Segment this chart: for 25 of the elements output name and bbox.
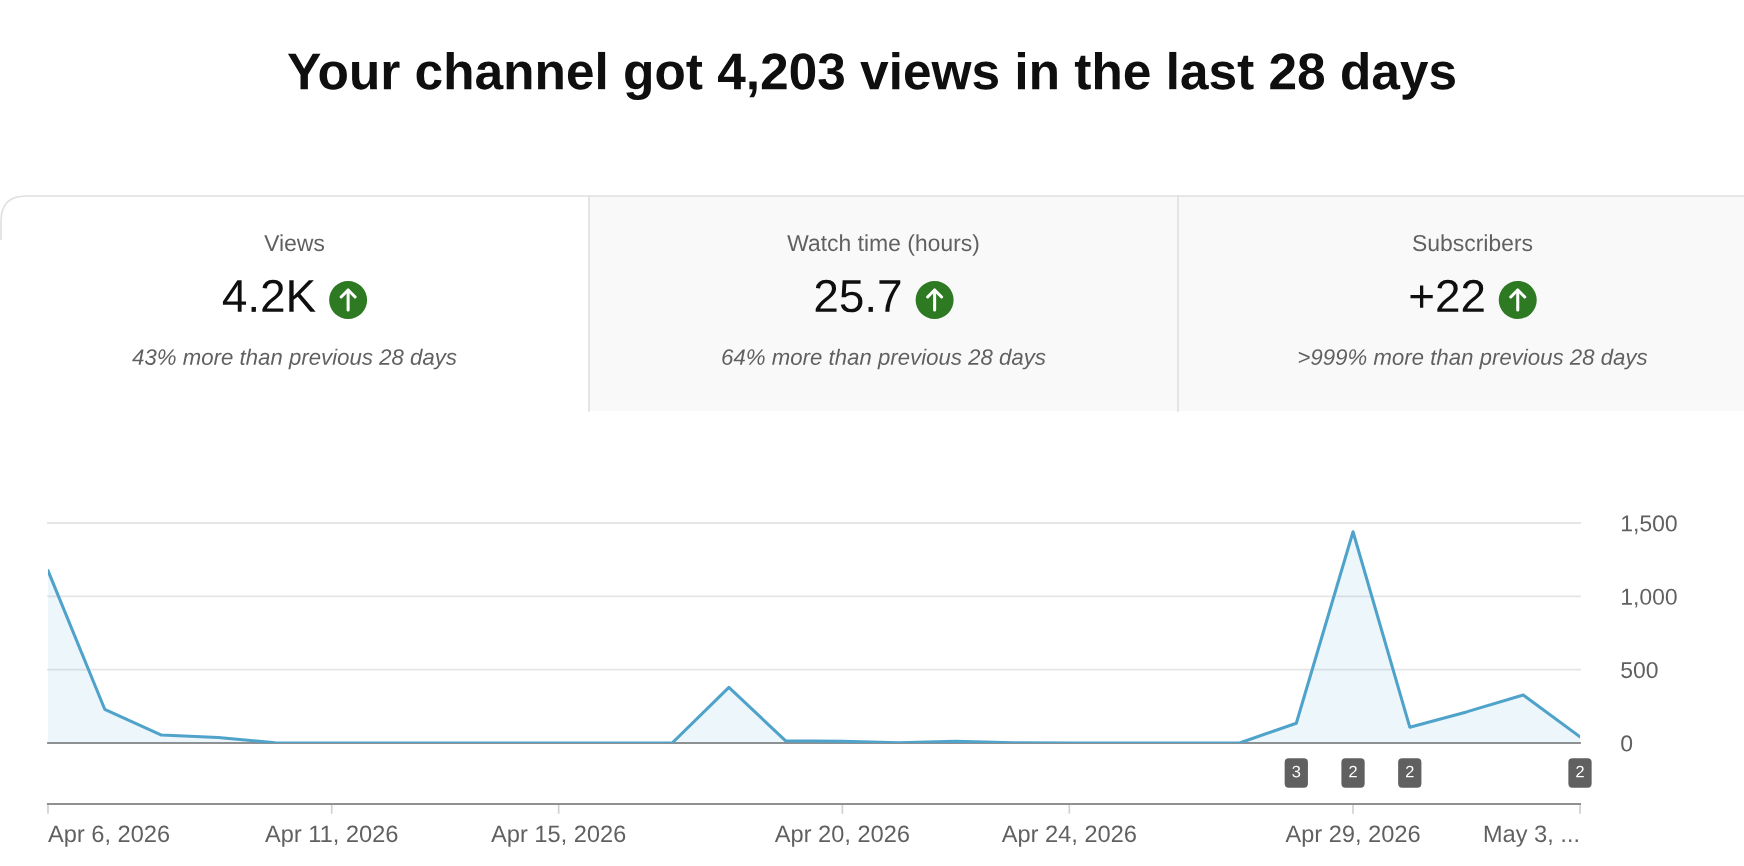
x-tick-label: Apr 6, 2026: [48, 825, 170, 847]
y-tick-label: 1,000: [1622, 588, 1677, 608]
y-tick-label: 500: [1621, 661, 1658, 679]
text: +22: [1410, 279, 1484, 312]
annotation: 2: [1405, 765, 1414, 778]
x-tick-label: May 3, ...: [1484, 825, 1578, 847]
annotation: 2: [1349, 765, 1357, 778]
x-tick-label: Apr 15, 2026: [491, 825, 626, 847]
text: Views: [264, 234, 325, 252]
x-tick-label: Apr 20, 2026: [774, 825, 909, 847]
text: Watch time (hours): [787, 234, 979, 256]
text: Subscribers: [1413, 234, 1533, 252]
x-tick-label: Apr 24, 2026: [1001, 825, 1136, 847]
x-tick-label: Apr 29, 2026: [1285, 825, 1420, 847]
text: 64% more than previous 28 days: [722, 348, 1046, 370]
x-tick-label: Apr 11, 2026: [265, 825, 398, 847]
text: >999% more than previous 28 days: [1298, 348, 1648, 370]
y-tick-label: 0: [1621, 735, 1633, 752]
text: 4.2K: [222, 279, 316, 312]
annotation: 3: [1292, 765, 1301, 778]
text: 25.7: [815, 279, 901, 313]
annotation: 2: [1576, 765, 1584, 778]
y-tick-label: 1,500: [1622, 515, 1677, 535]
text: Your channel got 4,203 views in the last 28 days: [287, 51, 1455, 101]
text: 43% more than previous 28 days: [132, 348, 457, 370]
